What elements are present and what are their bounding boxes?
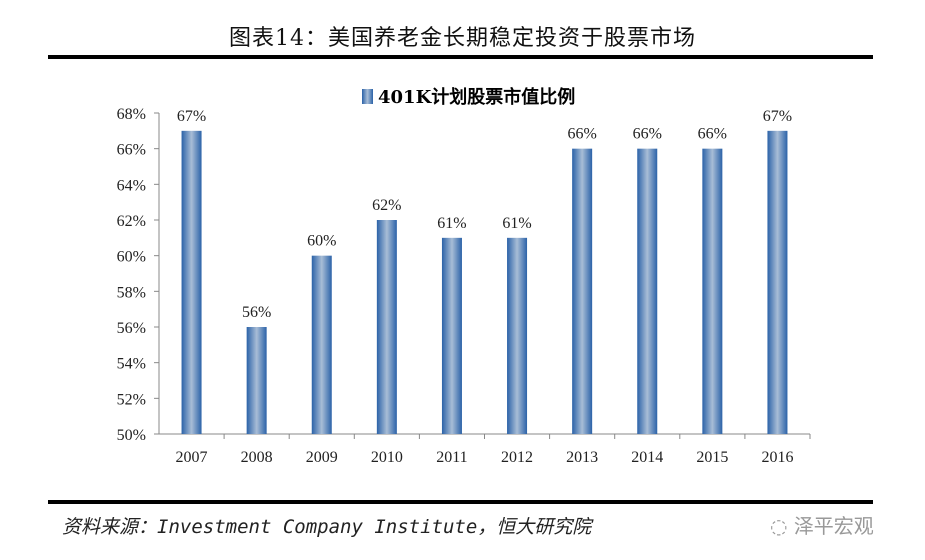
bottom-rule (48, 500, 873, 504)
legend: 401K计划股票市值比例 (362, 86, 575, 108)
bar-2009 (311, 255, 332, 434)
data-label: 67% (763, 108, 792, 125)
y-tick-label: 62% (117, 213, 146, 230)
bar-2014 (637, 148, 658, 434)
data-label: 66% (698, 126, 727, 143)
x-tick-label: 2015 (696, 449, 728, 466)
bar-2012 (507, 237, 528, 434)
bar-2013 (572, 148, 593, 434)
y-tick-label: 58% (117, 284, 146, 301)
legend-label: 401K计划股票市值比例 (378, 86, 575, 108)
watermark: ◌ 泽平宏观 (770, 510, 874, 539)
y-tick-label: 54% (117, 356, 146, 373)
x-tick-label: 2013 (566, 449, 598, 466)
x-tick-label: 2010 (371, 449, 403, 466)
bar-2016 (767, 130, 788, 435)
watermark-text: 泽平宏观 (793, 514, 874, 538)
y-tick-label: 60% (117, 249, 146, 266)
y-tick-label: 50% (117, 427, 146, 444)
top-rule (48, 55, 873, 59)
source-note: 资料来源：Investment Company Institute，恒大研究院 (62, 516, 592, 538)
bar-2010 (376, 220, 397, 434)
y-tick-label: 66% (117, 142, 146, 159)
data-label: 60% (307, 233, 336, 250)
bar-2007 (181, 130, 202, 435)
chart-title: 图表14：美国养老金长期稳定投资于股票市场 (229, 26, 696, 51)
bar-2011 (441, 237, 462, 434)
y-tick-label: 56% (117, 320, 146, 337)
x-tick-label: 2009 (306, 449, 338, 466)
x-tick-label: 2014 (631, 449, 663, 466)
data-label: 61% (437, 215, 466, 232)
legend-swatch (362, 89, 373, 104)
data-label: 62% (372, 197, 401, 214)
data-label: 66% (633, 126, 662, 143)
x-tick-label: 2012 (501, 449, 533, 466)
y-tick-label: 52% (117, 391, 146, 408)
bar-2015 (702, 148, 723, 434)
x-tick-label: 2011 (436, 449, 467, 466)
bar-2008 (246, 327, 267, 434)
bar-chart: 401K计划股票市值比例 50% 52% 54% 56% 58% 60% 62% 64% 66%… (117, 86, 811, 466)
data-label: 66% (567, 126, 596, 143)
wechat-icon: ◌ (770, 514, 794, 538)
y-tick-label: 64% (117, 177, 146, 194)
x-tick-label: 2008 (241, 449, 273, 466)
x-tick-label: 2007 (176, 449, 208, 466)
y-tick-label: 68% (117, 106, 146, 123)
x-tick-label: 2016 (761, 449, 793, 466)
data-label: 67% (177, 108, 206, 125)
data-label: 56% (242, 304, 271, 321)
data-label: 61% (502, 215, 531, 232)
